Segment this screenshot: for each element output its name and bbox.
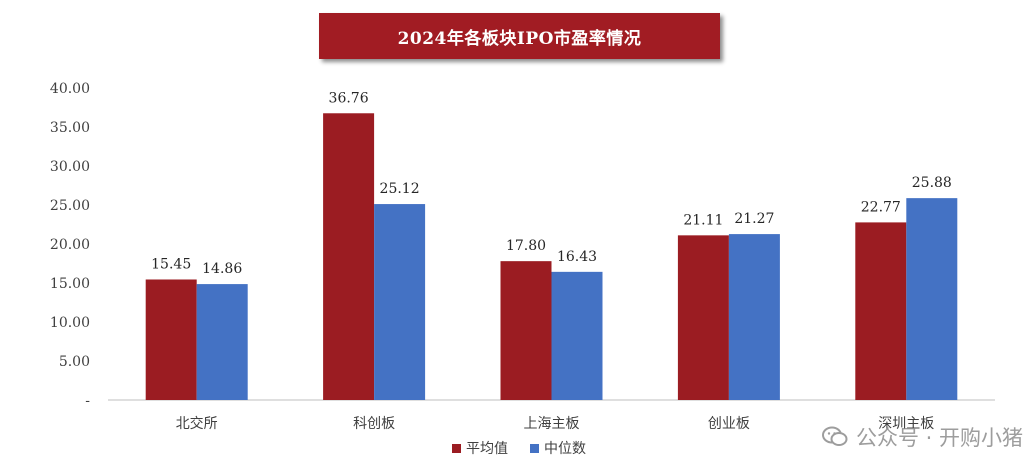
wechat-icon [821,426,848,446]
data-label: 21.11 [683,212,723,228]
bar-median [906,198,958,400]
legend-swatch [530,444,539,453]
data-label: 25.12 [380,181,420,197]
chart-title: 2024年各板块IPO市盈率情况 [319,13,720,59]
data-label: 14.86 [202,261,242,277]
x-category-label: 创业板 [708,416,750,432]
x-category-label: 深圳主板 [878,416,934,432]
bar-median [551,271,603,400]
y-tick-label: 5.00 [59,354,90,370]
data-label: 22.77 [861,199,901,215]
y-tick-label: 30.00 [50,159,90,175]
y-tick-label: 10.00 [50,315,90,331]
data-label: 21.27 [734,211,774,227]
bar-mean [500,261,552,400]
legend-label: 中位数 [544,441,586,457]
bar-median [728,234,780,400]
x-category-label: 北交所 [176,415,218,432]
y-tick-label: 20.00 [50,237,90,253]
x-category-label: 上海主板 [524,416,580,432]
bar-mean [677,235,729,400]
data-label: 16.43 [557,249,597,265]
y-tick-label: 35.00 [50,120,90,136]
watermark: 公众号 · 开购小猪 [821,422,1023,452]
bar-median [196,284,248,400]
y-tick-label: - [85,393,90,409]
bar-mean [855,222,907,400]
data-label: 25.88 [912,175,952,191]
y-tick-label: 40.00 [50,81,90,97]
legend-swatch [452,444,461,453]
data-label: 15.45 [151,256,191,272]
data-label: 36.76 [329,90,369,106]
y-tick-label: 25.00 [50,198,90,214]
legend-label: 平均值 [466,441,508,457]
y-tick-label: 15.00 [50,276,90,292]
bar-mean [145,279,197,400]
data-label: 17.80 [506,238,546,254]
bar-median [374,204,426,400]
bar-mean [323,113,375,400]
x-category-label: 科创板 [353,416,395,432]
watermark-text: 公众号 · 开购小猪 [855,426,1023,450]
